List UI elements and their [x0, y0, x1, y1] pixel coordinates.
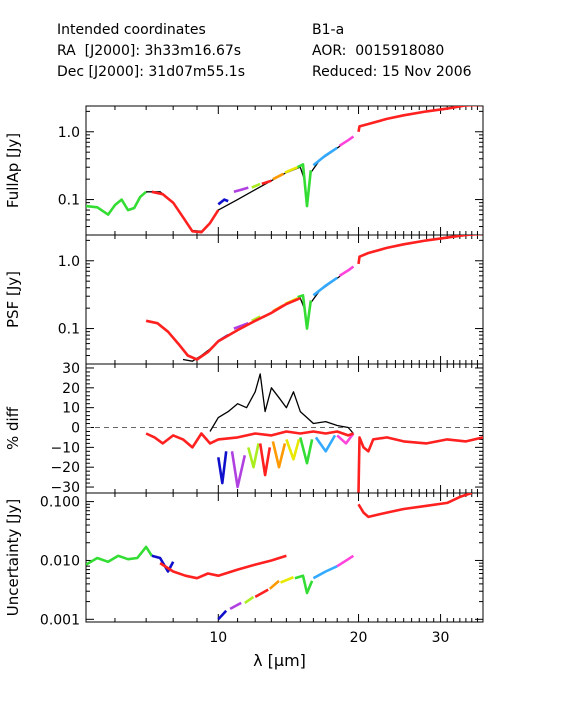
series-uncertainty-purple-4 — [229, 601, 242, 611]
series-uncertainty-red-2 — [159, 554, 287, 580]
series-fullap-black-1 — [146, 136, 354, 232]
series-fullap-orange-6 — [272, 172, 285, 181]
header-reduced: Reduced: 15 Nov 2006 — [312, 64, 472, 80]
series-pctdiff-magenta-9 — [336, 432, 355, 445]
series-uncertainty-yellow-8 — [280, 575, 294, 584]
header-dec: Dec [J2000]: 31d07m55.1s — [57, 64, 246, 80]
series-uncertainty-green-0 — [86, 545, 153, 566]
y-tick-label-pctdiff: 30 — [62, 361, 80, 377]
series-fullap-cyan-9 — [312, 146, 338, 167]
series-fullap-red-11 — [151, 190, 220, 234]
series-fullap-magenta-10 — [338, 135, 355, 147]
series-pctdiff-red-4 — [258, 443, 272, 477]
series-uncertainty-red-12 — [357, 493, 473, 519]
panel-frame-psf — [85, 234, 484, 365]
y-axis-label-uncertainty: Uncertainty [Jy] — [4, 499, 22, 616]
y-tick-label-pctdiff: −10 — [50, 440, 80, 456]
series-pctdiff-red-11 — [357, 436, 483, 493]
y-tick-label-pctdiff: 20 — [62, 381, 80, 397]
header-aor: AOR: 0015918080 — [312, 43, 445, 59]
x-tick-label: 30 — [432, 630, 450, 646]
series-uncertainty-blue-3 — [217, 609, 228, 621]
y-tick-label-pctdiff: −20 — [50, 460, 80, 476]
header-ra: RA [J2000]: 3h33m16.67s — [57, 43, 242, 59]
series-fullap-purple-3 — [233, 186, 249, 194]
x-tick-label: 20 — [350, 630, 368, 646]
series-pctdiff-blue-1 — [217, 451, 228, 485]
y-tick-label-fullap: 0.1 — [58, 193, 80, 209]
y-tick-label-uncertainty: 0.001 — [40, 612, 80, 628]
y-tick-label-psf: 0.1 — [58, 322, 80, 338]
x-tick-label: 10 — [209, 630, 227, 646]
series-fullap-yellow-7 — [284, 166, 299, 174]
series-pctdiff-green-7 — [299, 437, 314, 465]
y-tick-label-uncertainty: 0.100 — [40, 495, 80, 511]
series-uncertainty-red-6 — [254, 588, 269, 599]
series-pctdiff-yellow-6 — [285, 438, 301, 461]
series-psf-green-6 — [297, 293, 313, 330]
series-fullap-green-0 — [86, 190, 147, 216]
series-uncertainty-magenta-11 — [336, 554, 355, 568]
series-pctdiff-black-0 — [209, 373, 354, 434]
y-tick-label-fullap: 1.0 — [58, 125, 80, 141]
series-pctdiff-lime-3 — [247, 443, 260, 469]
series-fullap-red-12 — [357, 106, 483, 133]
series-uncertainty-green-9 — [294, 574, 314, 595]
series-psf-magenta-8 — [338, 265, 355, 277]
series-uncertainty-cyan-10 — [312, 565, 338, 580]
y-tick-label-pctdiff: 0 — [71, 421, 80, 437]
series-fullap-green-8 — [297, 163, 313, 208]
y-axis-label-pctdiff: % diff — [4, 406, 22, 450]
header-target: B1-a — [312, 22, 345, 38]
series-pctdiff-orange-5 — [271, 441, 287, 469]
series-psf-red-10 — [357, 235, 483, 265]
header-intended: Intended coordinates — [57, 22, 206, 38]
series-pctdiff-cyan-8 — [314, 434, 337, 453]
y-axis-label-psf: PSF [Jy] — [4, 271, 22, 328]
series-psf-red-9 — [145, 297, 301, 361]
series-psf-purple-2 — [233, 321, 249, 330]
series-fullap-blue-2 — [217, 198, 229, 206]
y-tick-label-pctdiff: −30 — [50, 480, 80, 496]
series-uncertainty-lime-5 — [244, 595, 255, 604]
y-tick-label-psf: 1.0 — [58, 254, 80, 270]
x-axis-label: λ [μm] — [253, 651, 306, 670]
y-tick-label-uncertainty: 0.010 — [40, 553, 80, 569]
series-fullap-lime-4 — [251, 182, 261, 189]
series-pctdiff-purple-2 — [230, 451, 247, 489]
series-pctdiff-red-10 — [145, 430, 354, 449]
panel-frame-fullap — [85, 105, 484, 236]
series-uncertainty-orange-7 — [268, 579, 280, 590]
series-fullap-red-5 — [261, 179, 272, 186]
y-tick-label-pctdiff: 10 — [62, 401, 80, 417]
series-psf-lime-3 — [251, 315, 261, 322]
series-psf-cyan-7 — [312, 276, 338, 297]
panel-frame-uncertainty — [85, 492, 484, 623]
panel-frame-pctdiff — [85, 363, 484, 494]
y-axis-label-fullap: FullAp [Jy] — [4, 133, 22, 208]
